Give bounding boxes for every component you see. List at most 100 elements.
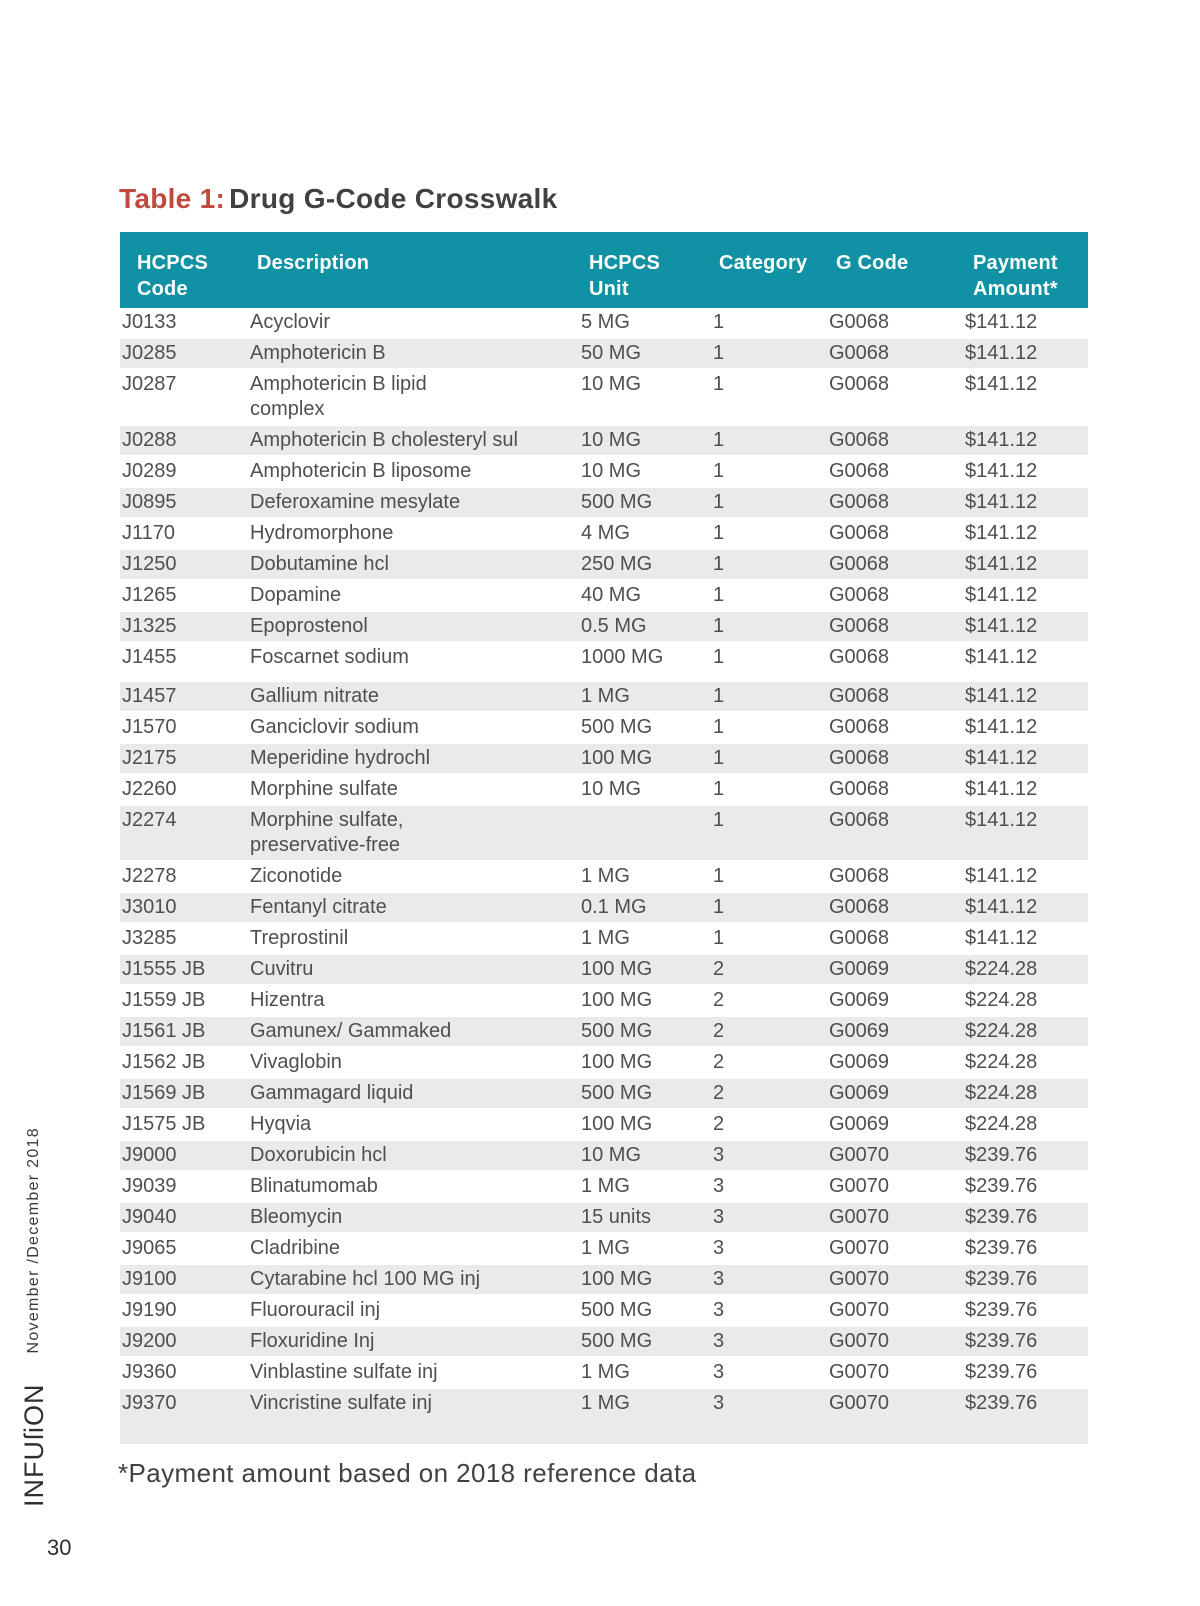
hcpcs-code-cell: J9065: [122, 1237, 177, 1259]
g-code-cell: G0068: [829, 584, 890, 606]
category-cell: 1: [713, 778, 725, 800]
g-code-cell: G0070: [829, 1392, 890, 1414]
column-header-hcpcs-unit: HCPCS Unit: [589, 252, 661, 300]
payment-amount-cell: $141.12: [965, 429, 1038, 451]
description-cell: Cladribine: [250, 1237, 341, 1259]
g-code-cell: G0068: [829, 311, 890, 333]
description-cell: Hydromorphone: [250, 522, 394, 544]
payment-amount-cell: $224.28: [965, 1113, 1038, 1135]
description-cell: Dopamine: [250, 584, 342, 606]
payment-amount-cell: $224.28: [965, 958, 1038, 980]
g-code-cell: G0068: [829, 747, 890, 769]
g-code-cell: G0068: [829, 865, 890, 887]
table-row: J1170 Hydromorphone 4 MG 1 G0068 $141.12: [120, 519, 1088, 548]
g-code-cell: G0070: [829, 1268, 890, 1290]
table-body: J0133 Acyclovir 5 MG 1 G0068 $141.12 J0285 Amph…: [120, 308, 1088, 1444]
table-row: J1559 JB Hizentra 100 MG 2 G0069 $224.28: [120, 986, 1088, 1015]
category-cell: 3: [713, 1144, 725, 1166]
hcpcs-unit-cell: 40 MG: [581, 584, 642, 606]
table-row: J0895 Deferoxamine mesylate 500 MG 1 G0068 $1…: [120, 488, 1088, 517]
sidebar-vertical-text: INFUſiON November /December 2018: [18, 1052, 50, 1507]
payment-amount-cell: $141.12: [965, 311, 1038, 333]
description-cell: Fluorouracil inj: [250, 1299, 381, 1321]
table-row: J1570 Ganciclovir sodium 500 MG 1 G0068 $141.…: [120, 713, 1088, 742]
g-code-cell: G0069: [829, 958, 890, 980]
hcpcs-unit-cell: 500 MG: [581, 1330, 653, 1352]
g-code-cell: G0070: [829, 1361, 890, 1383]
category-cell: 1: [713, 927, 725, 949]
hcpcs-code-cell: J0288: [122, 429, 177, 451]
payment-amount-cell: $141.12: [965, 865, 1038, 887]
column-header-description: Description: [257, 252, 370, 274]
category-cell: 1: [713, 584, 725, 606]
hcpcs-code-cell: J1555 JB: [122, 958, 206, 980]
description-cell: Bleomycin: [250, 1206, 343, 1228]
payment-amount-cell: $224.28: [965, 1051, 1038, 1073]
payment-amount-cell: $239.76: [965, 1237, 1038, 1259]
g-code-cell: G0068: [829, 373, 890, 395]
hcpcs-unit-cell: 1 MG: [581, 685, 630, 707]
g-code-cell: G0068: [829, 896, 890, 918]
hcpcs-unit-cell: [575, 808, 708, 858]
payment-amount-cell: $141.12: [965, 553, 1038, 575]
description-cell: Morphine sulfate, preservative-free: [250, 809, 404, 856]
g-code-cell: G0068: [829, 809, 890, 831]
hcpcs-code-cell: J1325: [122, 615, 177, 637]
description-cell: Amphotericin B: [250, 342, 386, 364]
hcpcs-code-cell: J9000: [122, 1144, 177, 1166]
g-code-cell: G0070: [829, 1175, 890, 1197]
hcpcs-unit-cell: 500 MG: [581, 491, 653, 513]
description-cell: Vinblastine sulfate inj: [250, 1361, 438, 1383]
table-row: J1250 Dobutamine hcl 250 MG 1 G0068 $141.12: [120, 550, 1088, 579]
payment-amount-cell: $239.76: [965, 1299, 1038, 1321]
payment-amount-cell: $141.12: [965, 778, 1038, 800]
hcpcs-unit-cell: 10 MG: [581, 460, 642, 482]
g-code-cell: G0070: [829, 1144, 890, 1166]
category-cell: 1: [713, 716, 725, 738]
category-cell: 3: [713, 1392, 725, 1414]
g-code-cell: G0070: [829, 1206, 890, 1228]
g-code-cell: G0068: [829, 553, 890, 575]
category-cell: 3: [713, 1175, 725, 1197]
column-header-g-code: G Code: [836, 252, 909, 274]
hcpcs-unit-cell: 100 MG: [581, 747, 653, 769]
payment-amount-cell: $141.12: [965, 615, 1038, 637]
category-cell: 1: [713, 429, 725, 451]
payment-amount-cell: $141.12: [965, 342, 1038, 364]
description-cell: Floxuridine Inj: [250, 1330, 375, 1352]
g-code-cell: G0068: [829, 685, 890, 707]
description-cell: Amphotericin B lipid complex: [250, 373, 427, 420]
description-cell: Doxorubicin hcl: [250, 1144, 387, 1166]
description-cell: Gamunex/ Gammaked: [250, 1020, 452, 1042]
payment-footnote: *Payment amount based on 2018 reference …: [118, 1458, 697, 1488]
hcpcs-code-cell: J1570: [122, 716, 177, 738]
table-row: J9040 Bleomycin 15 units 3 G0070 $239.76: [120, 1203, 1088, 1232]
hcpcs-code-cell: J0133: [122, 311, 177, 333]
payment-amount-cell: $224.28: [965, 1082, 1038, 1104]
hcpcs-code-cell: J2278: [122, 865, 177, 887]
table-row: J0133 Acyclovir 5 MG 1 G0068 $141.12: [120, 308, 1088, 337]
g-code-cell: G0070: [829, 1237, 890, 1259]
hcpcs-code-cell: J1455: [122, 646, 177, 668]
payment-amount-cell: $239.76: [965, 1330, 1038, 1352]
payment-amount-cell: $141.12: [965, 646, 1038, 668]
column-header-payment-amount: Payment Amount*: [973, 252, 1058, 300]
hcpcs-code-cell: J9190: [122, 1299, 177, 1321]
g-code-cell: G0069: [829, 1051, 890, 1073]
category-cell: 2: [713, 989, 725, 1011]
g-code-cell: G0068: [829, 646, 890, 668]
table-title-label: Table 1:: [119, 183, 226, 214]
payment-amount-cell: $239.76: [965, 1144, 1038, 1166]
g-code-cell: G0069: [829, 989, 890, 1011]
hcpcs-unit-cell: 5 MG: [581, 311, 630, 333]
category-cell: 1: [713, 522, 725, 544]
table-row: J1325 Epoprostenol 0.5 MG 1 G0068 $141.12: [120, 612, 1088, 641]
table-row: J2278 Ziconotide 1 MG 1 G0068 $141.12: [120, 862, 1088, 891]
category-cell: 3: [713, 1268, 725, 1290]
table-row: J9100 Cytarabine hcl 100 MG inj 100 MG 3 G00…: [120, 1265, 1088, 1294]
description-cell: Gallium nitrate: [250, 685, 379, 707]
hcpcs-code-cell: J1562 JB: [122, 1051, 206, 1073]
hcpcs-unit-cell: 500 MG: [581, 716, 653, 738]
description-cell: Meperidine hydrochl: [250, 747, 431, 769]
description-cell: Treprostinil: [250, 927, 349, 949]
